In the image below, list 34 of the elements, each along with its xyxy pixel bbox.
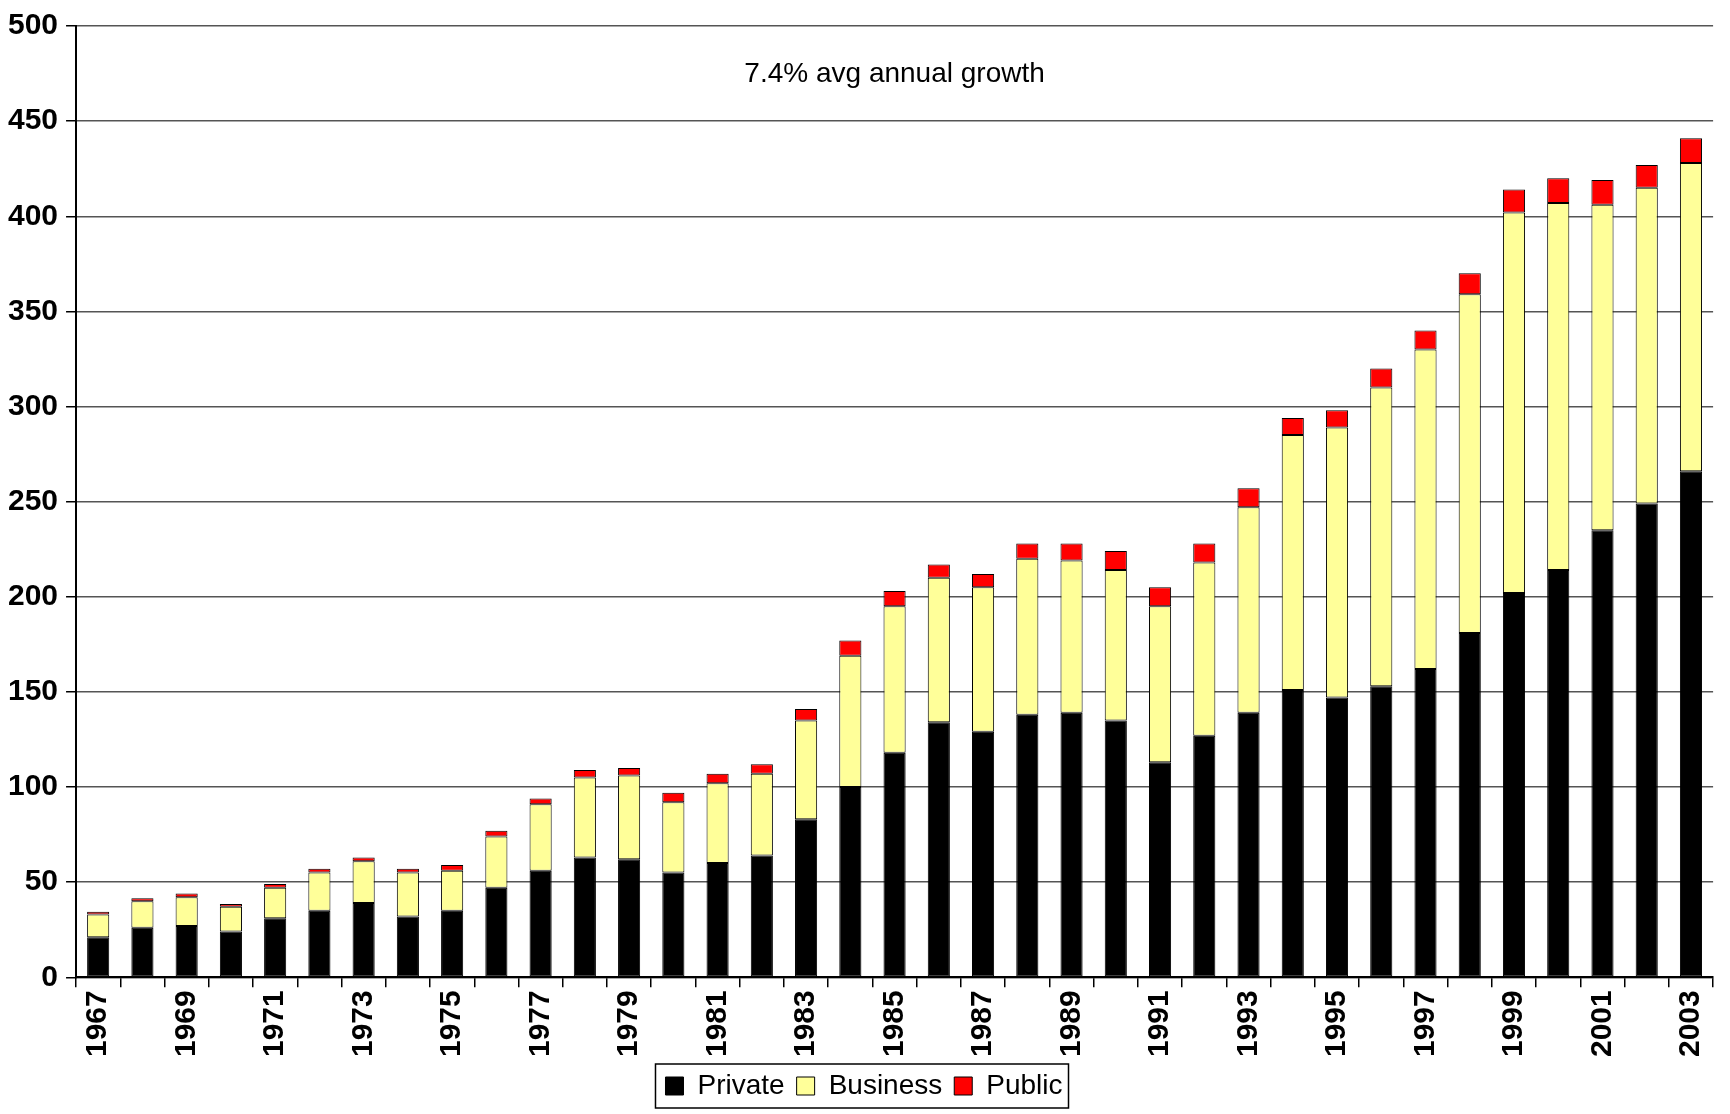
x-tick-label: 1993	[1229, 990, 1263, 1058]
x-tick-label: 1979	[610, 990, 644, 1058]
y-tick-label: 300	[7, 387, 59, 421]
y-tick-label: 400	[7, 197, 59, 231]
x-tick-label: 2003	[1672, 990, 1706, 1058]
x-tick-label: 1981	[698, 990, 732, 1058]
x-tick-label: 1987	[964, 990, 998, 1058]
x-tick-label: 1971	[256, 990, 290, 1058]
legend-label: Business	[828, 1068, 943, 1100]
annotation: 7.4% avg annual growth	[744, 56, 1045, 88]
y-tick-label: 0	[41, 958, 59, 992]
x-tick-label: 1991	[1141, 990, 1175, 1058]
x-tick-label: 1997	[1406, 990, 1440, 1058]
y-tick-label: 350	[7, 292, 59, 326]
x-tick-label: 1995	[1318, 990, 1352, 1058]
x-tick-label: 1975	[433, 990, 467, 1058]
x-tick-label: 1973	[344, 990, 378, 1058]
y-tick-label: 450	[7, 102, 59, 136]
x-tick-label: 1967	[79, 990, 113, 1058]
y-tick-label: 500	[7, 7, 59, 41]
y-tick-label: 250	[7, 482, 59, 516]
y-tick-label: 200	[7, 578, 59, 612]
x-tick-label: 1969	[167, 990, 201, 1058]
x-tick-label: 1999	[1495, 990, 1529, 1058]
x-tick-label: 1977	[521, 990, 555, 1058]
y-tick-label: 150	[7, 673, 59, 707]
y-tick-label: 50	[24, 863, 59, 897]
legend-label: Private	[697, 1068, 785, 1100]
y-tick-label: 100	[7, 768, 59, 802]
legend-label: Public	[986, 1068, 1063, 1100]
x-tick-label: 1985	[875, 990, 909, 1058]
x-tick-label: 2001	[1583, 990, 1617, 1058]
x-tick-label: 1983	[787, 990, 821, 1058]
x-tick-label: 1989	[1052, 990, 1086, 1058]
